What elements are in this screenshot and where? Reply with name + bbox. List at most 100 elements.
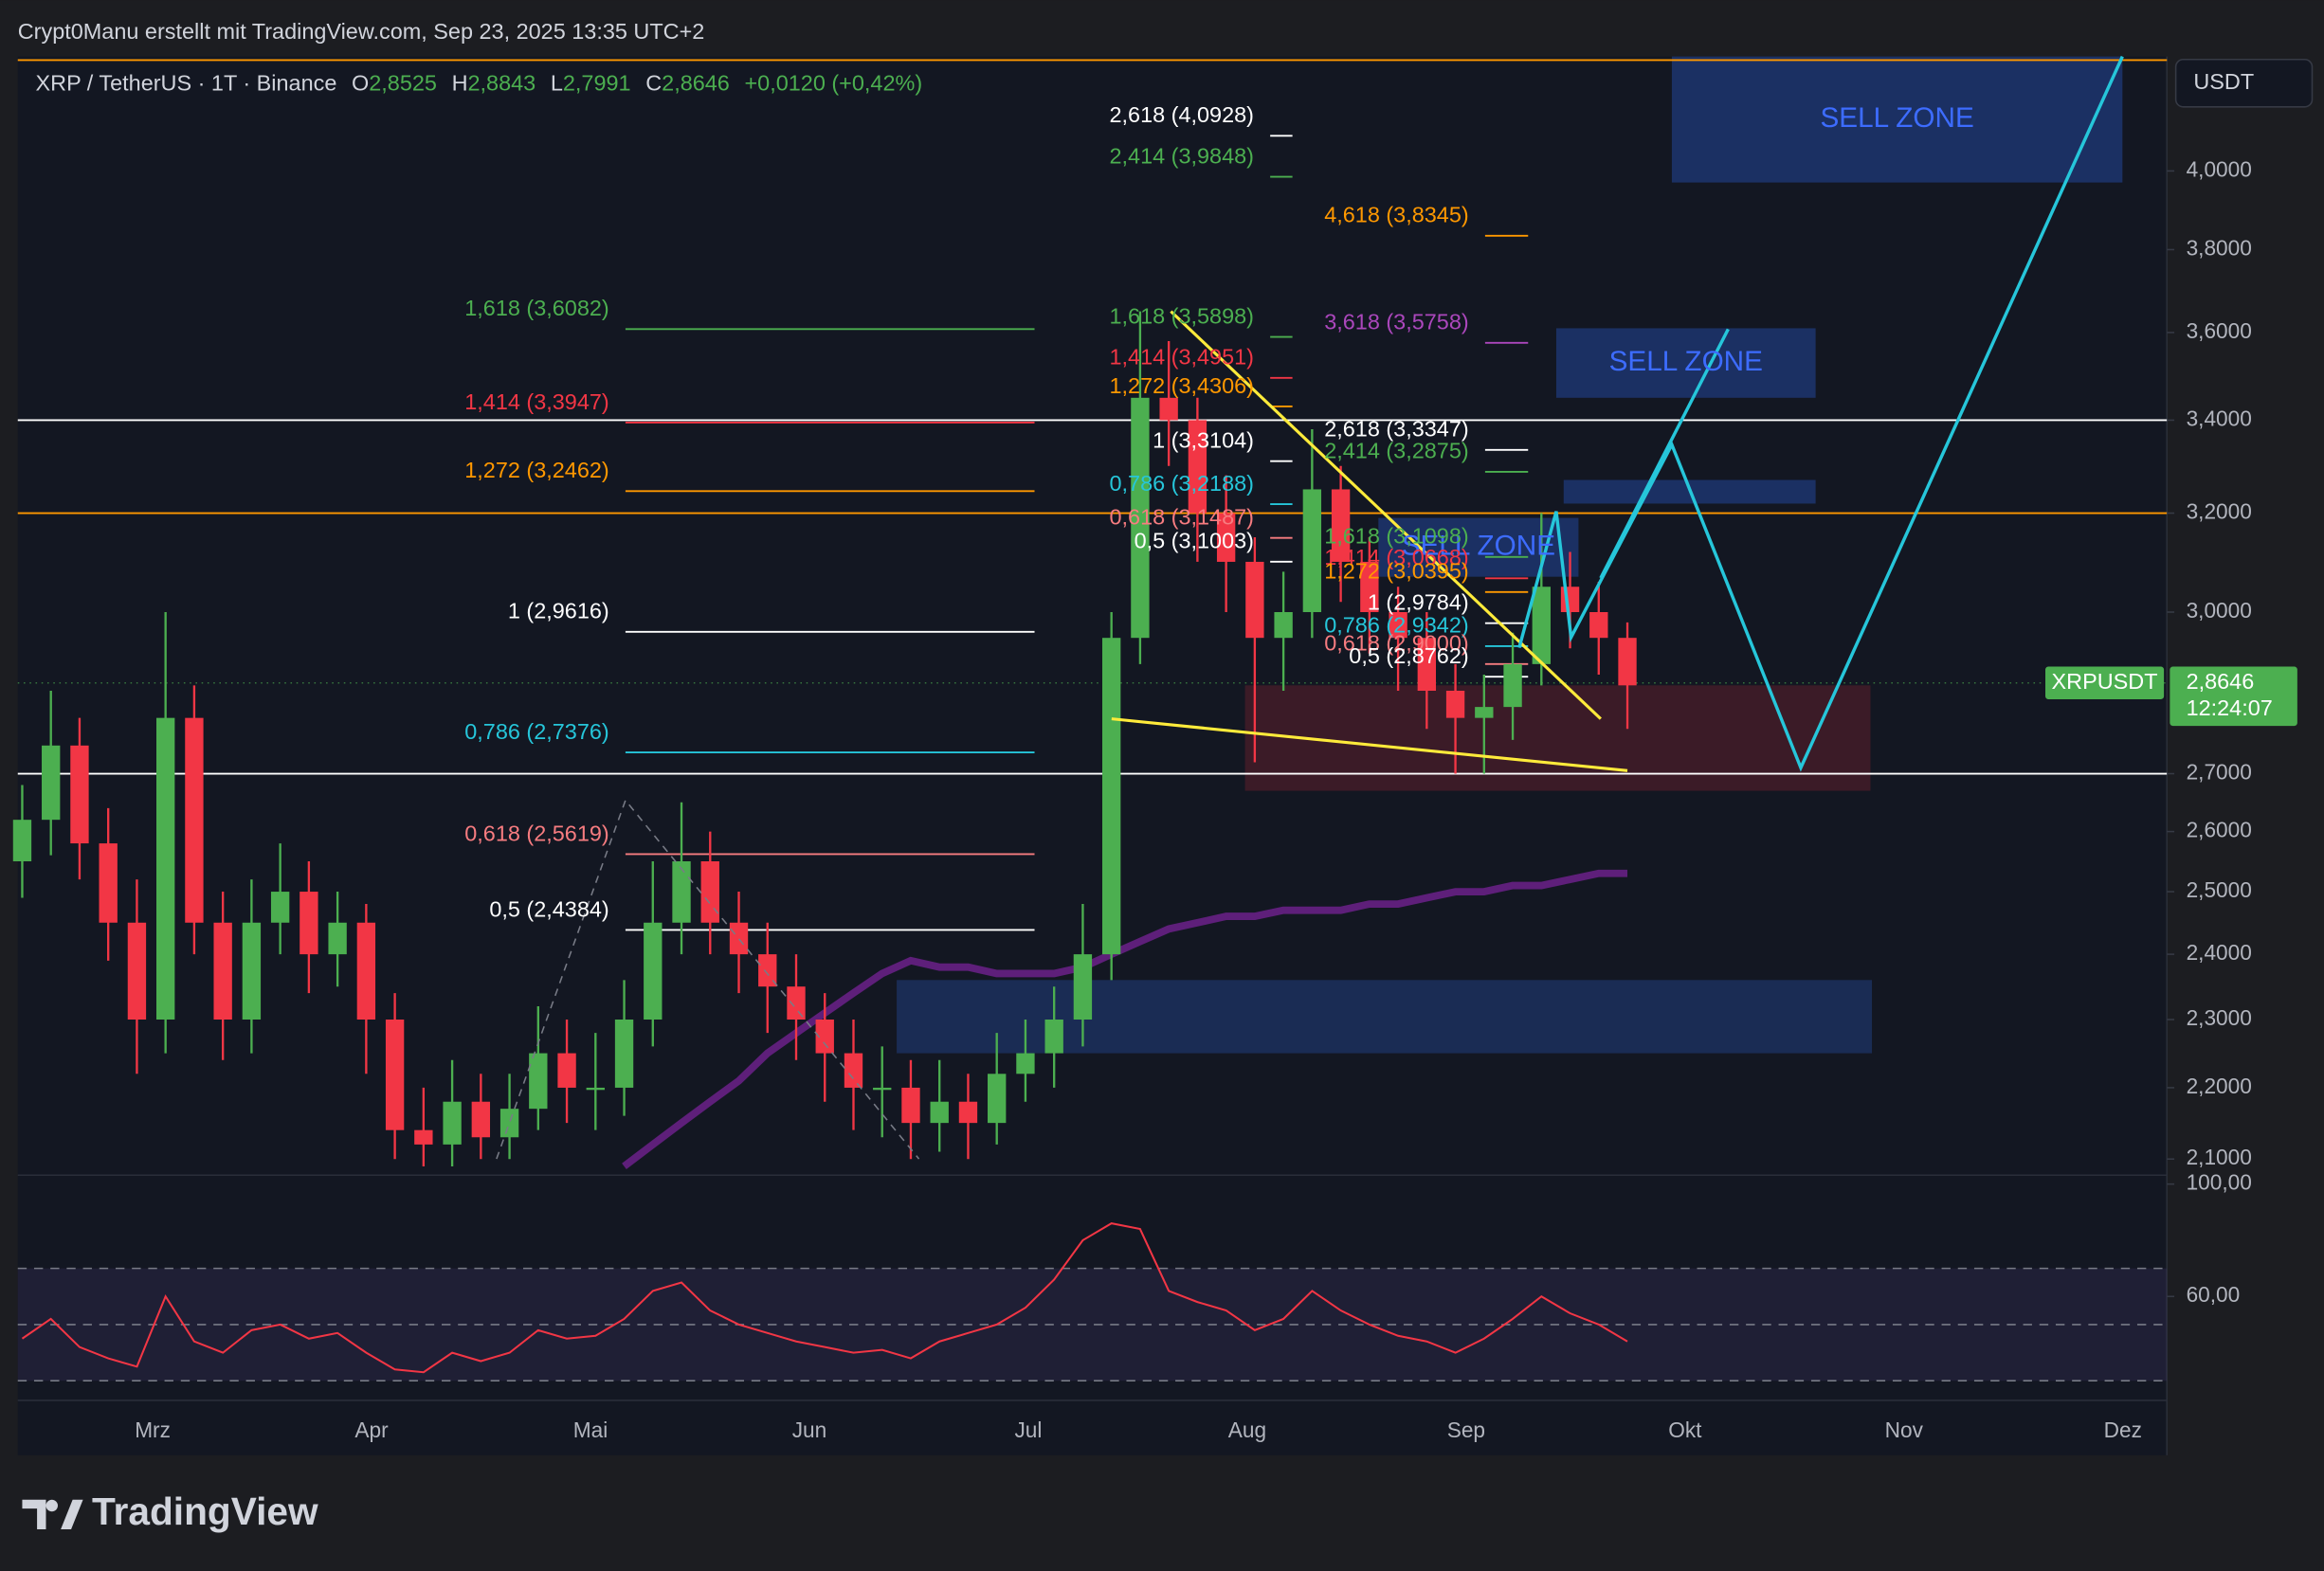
author-line: Crypt0Manu erstellt mit TradingView.com,… [18,19,705,44]
y-tick-label: 2,7000 [2187,759,2252,784]
x-tick-label: Okt [1668,1418,1702,1442]
fib-label: 0,786 (2,9342) [1324,613,1468,638]
ohlc-key: H [452,71,468,96]
zone [1244,685,1871,791]
ohlc-key: C [645,71,662,96]
fib-label: 1,618 (3,5898) [1109,303,1253,328]
countdown: 12:24:07 [2187,695,2273,720]
candle-body [901,1087,920,1124]
zone [897,980,1873,1054]
fib-label: 2,414 (3,9848) [1109,143,1253,168]
y-tick-label: 2,3000 [2187,1005,2252,1030]
candle-body [270,892,290,923]
fib-label: 0,618 (2,9000) [1324,631,1468,656]
candle-body [586,1087,605,1091]
rsi-tick-label: 100,00 [2187,1170,2252,1195]
rsi-line [21,1222,1628,1374]
candle-body [127,922,147,1020]
fib-label: 1,414 (3,0668) [1324,545,1468,569]
fib-label: 0,618 (3,1487) [1109,505,1253,530]
fib-label: 0,786 (3,2188) [1109,471,1253,496]
ohlc-value: 2,8646 [662,71,730,96]
fib-label: 1,618 (3,6082) [464,296,608,320]
fib-label: 2,618 (4,0928) [1109,102,1253,127]
zone-label: SELL ZONE [1820,102,1973,134]
fib-label: 0,5 (3,1003) [1135,529,1254,553]
x-tick-label: Nov [1885,1418,1924,1442]
y-tick-label: 2,6000 [2187,818,2252,842]
trend-line [1170,310,1602,720]
candle-body [1274,611,1293,639]
candle-body [557,1053,576,1088]
candle-body [1532,587,1551,664]
zone-label: SELL ZONE [1402,530,1555,561]
zone-label: SELL ZONE [1609,346,1763,377]
candle-body [99,843,118,923]
fib-label: 1,414 (3,3947) [464,389,608,414]
rsi-tick-label: 60,00 [2187,1282,2241,1307]
logo-text: TradingView [92,1490,318,1533]
candle-body [1073,954,1093,1020]
y-tick-label: 3,2000 [2187,499,2252,524]
drawings: SELL ZONE SELL ZONE SELL ZONE [496,55,2124,1160]
candle-body [529,1053,548,1110]
zone [1555,328,1816,398]
fib-label: 3,618 (3,5758) [1324,310,1468,334]
logo-icon [22,1499,83,1530]
candle-body [1101,638,1121,955]
fib-label: 2,618 (3,3347) [1324,417,1468,442]
candle-body [1503,663,1522,708]
candle-body [356,922,376,1020]
candle-body [328,922,347,955]
rsi-band [17,1268,2168,1381]
symbol-badge [2045,666,2165,699]
candle-body [1589,611,1608,639]
candle-body [1618,638,1637,686]
fib-label: 1,272 (3,0395) [1324,559,1468,584]
trend-line [1111,717,1628,772]
ohlc-value: 2,8525 [369,71,437,96]
candle-body [844,1053,863,1088]
candle-body [1188,420,1207,514]
candle-body [729,922,749,955]
fib-label: 1,272 (3,4306) [1109,373,1253,398]
x-tick-label: Jun [792,1418,827,1442]
x-tick-label: Apr [354,1418,389,1442]
candle-body [471,1101,491,1138]
candle-body [787,986,806,1020]
candle-body [12,820,32,862]
ohlc-key: L [551,71,563,96]
currency[interactable]: USDT [2193,69,2254,94]
labels: XRP / TetherUS · 1T · Binance O2,8525 H2,8… [22,58,2314,1533]
x-tick-label: Sep [1447,1418,1485,1442]
last-price: 2,8646 [2187,669,2255,694]
fib-label: 1 (2,9784) [1368,590,1469,615]
candle-body [414,1129,433,1145]
ohlc-key: O [352,71,369,96]
logo-mark [22,1499,83,1530]
x-tick-label: Jul [1014,1418,1042,1442]
candle-body [300,892,318,955]
y-tick-label: 2,1000 [2187,1145,2252,1169]
candle-body [988,1074,1007,1124]
x-tick-label: Mai [573,1418,608,1442]
y-tick-label: 3,8000 [2187,235,2252,260]
y-tick-label: 2,4000 [2187,940,2252,965]
candle-body [815,1019,834,1054]
candle-body [42,745,61,821]
currency-button[interactable] [2174,58,2314,108]
candle-body [1417,638,1437,692]
candle-body [1044,1019,1063,1054]
change: +0,0120 (+0,42%) [744,71,922,96]
legend: XRP / TetherUS · 1T · Binance O2,8525 H2,8… [36,71,923,96]
y-tick-label: 2,2000 [2187,1074,2252,1098]
candle-body [1159,397,1178,421]
projection-path [1599,328,1730,579]
candle-body [1331,489,1351,562]
candle-body [1445,691,1465,718]
candle-body [155,717,175,1020]
candle-body [1216,513,1236,562]
y-tick-label: 2,5000 [2187,877,2252,902]
